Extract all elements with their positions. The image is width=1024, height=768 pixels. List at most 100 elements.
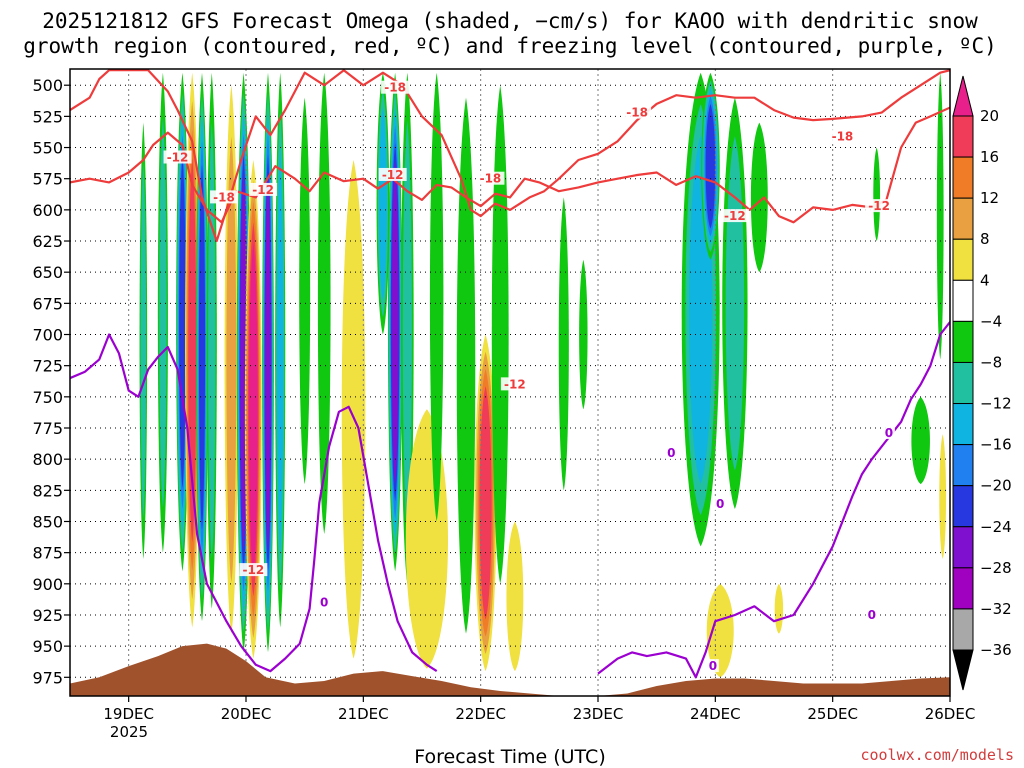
contour-label-8: -12 <box>724 209 746 223</box>
colorbar-bin-10 <box>952 485 974 528</box>
colorbar-bottom-arrow <box>952 649 974 691</box>
omega-cell-13-0 <box>341 159 366 659</box>
y-tick-label-675: 675 <box>32 294 63 313</box>
omega-cell-24-0 <box>579 259 588 410</box>
contour-label-bg-8 <box>720 209 749 223</box>
contour-freezing-level-0c- <box>70 333 438 673</box>
omega-cell-14-2 <box>378 107 387 300</box>
colorbar-bin-8 <box>952 403 974 446</box>
contour-label-7: -18 <box>626 106 648 120</box>
colorbar-label-7: −12 <box>980 395 1012 413</box>
omega-cell-27-0 <box>706 583 734 678</box>
omega-cell-26-4 <box>705 103 716 229</box>
y-tick-label-600: 600 <box>32 201 63 220</box>
contour-label-1: -18 <box>213 190 235 204</box>
colorbar-bin-1 <box>952 115 974 158</box>
contour-label-layer: -12 -18 -12 -18 -12 -18 -12 -18 -12 -18 -12 -12 0 0 0 0… <box>163 80 895 673</box>
omega-cell-20-3 <box>479 386 492 620</box>
colorbar-bin-2 <box>952 156 974 199</box>
contour-label-bg-15 <box>706 659 719 673</box>
y-tick-label-975: 975 <box>32 668 63 687</box>
x-axis: 19DEC 20DEC 21DEC 22DEC 23DEC 24DEC 25DEC 26DEC <box>103 696 975 723</box>
contour-label-17: 0 <box>885 426 893 440</box>
y-tick-label-525: 525 <box>32 107 63 126</box>
y-tick-label-850: 850 <box>32 512 63 531</box>
y-tick-label-950: 950 <box>32 637 63 656</box>
contour-label-12: 0 <box>320 596 328 610</box>
y-tick-label-550: 550 <box>32 139 63 158</box>
contour-label-bg-2 <box>249 182 278 196</box>
terrain-fill <box>70 643 950 696</box>
x-tick-label-23DEC: 23DEC <box>573 705 624 723</box>
y-tick-label-750: 750 <box>32 388 63 407</box>
contour-label-bg-10 <box>865 199 894 213</box>
x-tick-label-22DEC: 22DEC <box>455 705 506 723</box>
contour-label-11: -12 <box>242 563 264 577</box>
contour-label-9: -18 <box>832 129 854 143</box>
omega-cell-16-1 <box>402 120 412 536</box>
y-tick-label-725: 725 <box>32 357 63 376</box>
contour-label-16: 0 <box>868 608 876 622</box>
colorbar-label-13: −36 <box>980 641 1012 659</box>
omega-cell-4-4 <box>198 164 206 530</box>
contour-label-14: 0 <box>716 497 724 511</box>
contour-label-bg-17 <box>882 425 895 439</box>
contour-label-bg-9 <box>828 129 857 143</box>
contour-label-4: -12 <box>382 168 404 182</box>
chart-title-line2: growth region (contoured, red, ºC) and f… <box>23 34 997 58</box>
colorbar-label-11: −28 <box>980 559 1012 577</box>
colorbar-label-12: −32 <box>980 600 1012 618</box>
omega-cell-8-4 <box>248 243 258 576</box>
contour-label-bg-11 <box>239 563 268 577</box>
colorbar-bin-4 <box>952 238 974 281</box>
contour-label-bg-6 <box>500 377 529 391</box>
omega-cell-29-0 <box>750 122 768 273</box>
contour-layer <box>70 69 950 679</box>
contour-label-bg-5 <box>476 171 505 185</box>
colorbar-bin-12 <box>952 567 974 610</box>
chart-title-line1: 2025121812 GFS Forecast Omega (shaded, −… <box>42 9 978 33</box>
colorbar-label-8: −16 <box>980 436 1012 454</box>
contour-label-6: -12 <box>504 377 526 391</box>
contour-label-5: -18 <box>480 172 502 186</box>
contour-label-bg-12 <box>318 595 331 609</box>
y-tick-label-825: 825 <box>32 481 63 500</box>
plot-frame <box>69 68 951 697</box>
contour-label-bg-3 <box>381 80 410 94</box>
colorbar-label-0: 20 <box>980 107 999 125</box>
colorbar-label-4: 4 <box>980 271 990 289</box>
omega-cell-34-0 <box>939 434 947 559</box>
omega-cell-15-5 <box>391 160 399 484</box>
omega-cell-3-3 <box>188 157 197 543</box>
colorbar-label-6: −8 <box>980 353 1002 371</box>
source-credit: coolwx.com/models <box>860 746 1014 764</box>
contour-label-bg-4 <box>378 167 407 181</box>
x-axis-year-label: 2025 <box>110 723 148 741</box>
omega-cell-10-2 <box>277 146 284 555</box>
colorbar-bin-9 <box>952 444 974 487</box>
x-tick-label-26DEC: 26DEC <box>925 705 976 723</box>
colorbar-bin-6 <box>952 320 974 363</box>
x-tick-label-19DEC: 19DEC <box>103 705 154 723</box>
colorbar-bin-7 <box>952 361 974 405</box>
contour-label-bg-14 <box>714 497 727 511</box>
contour-label-13: 0 <box>667 446 675 460</box>
terrain-layer <box>70 643 950 696</box>
y-tick-label-700: 700 <box>32 326 63 345</box>
colorbar-top-arrow <box>952 75 974 117</box>
contour-label-bg-0 <box>163 150 192 164</box>
y-tick-label-575: 575 <box>32 170 63 189</box>
x-tick-label-25DEC: 25DEC <box>807 705 858 723</box>
x-tick-label-20DEC: 20DEC <box>221 705 272 723</box>
omega-cell-1-1 <box>159 117 167 508</box>
contour-label-15: 0 <box>709 659 717 673</box>
omega-cell-0-1 <box>140 163 147 518</box>
omega-cell-32-0 <box>911 396 930 485</box>
contour-label-bg-13 <box>665 445 678 459</box>
contour-label-bg-16 <box>865 607 878 621</box>
omega-cell-31-0 <box>873 147 881 242</box>
contour-label-bg-1 <box>210 190 238 204</box>
omega-cell-33-0 <box>936 72 944 360</box>
omega-shading-layer <box>139 72 947 678</box>
